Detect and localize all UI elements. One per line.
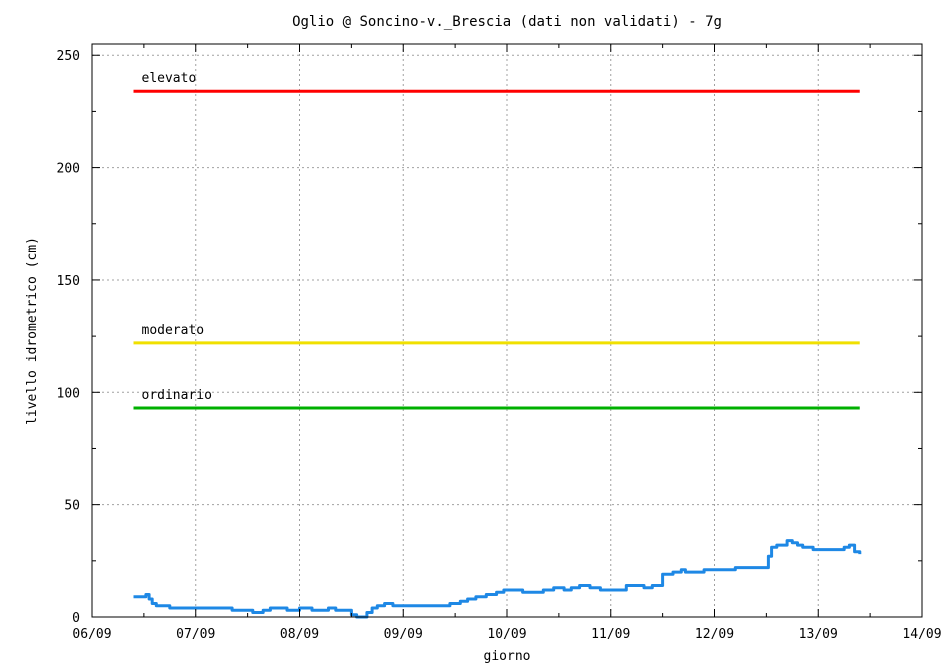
x-axis-title: giorno [484,649,531,664]
x-tick-label: 09/09 [384,627,423,642]
tick-labels: 06/09 07/09 08/09 09/09 10/09 11/09 12/09 13/09… [57,49,942,642]
x-tick-label: 10/09 [487,627,526,642]
x-tick-label: 14/09 [902,627,941,642]
grid-lines [92,44,922,617]
series-line-0 [133,539,862,619]
x-tick-label: 08/09 [280,627,319,642]
y-tick-label: 150 [57,274,80,289]
x-tick-label: 07/09 [176,627,215,642]
threshold-label-moderato: moderato [142,323,205,338]
y-tick-label: 250 [57,49,80,64]
axis-ticks [91,44,923,618]
y-tick-label: 200 [57,162,80,177]
threshold-label-ordinario: ordinario [142,388,212,403]
y-tick-label: 50 [64,499,80,514]
x-tick-label: 11/09 [591,627,630,642]
y-axis-title: livello idrometrico (cm) [25,237,40,425]
x-tick-label: 06/09 [72,627,111,642]
x-tick-label: 12/09 [695,627,734,642]
chart-title: Oglio @ Soncino-v._Brescia (dati non val… [292,14,722,30]
y-tick-label: 0 [72,611,80,626]
threshold-lines: elevato moderato ordinario [133,71,860,410]
series-group [133,539,862,619]
x-tick-label: 13/09 [799,627,838,642]
y-tick-label: 100 [57,386,80,401]
threshold-label-elevato: elevato [142,71,197,86]
